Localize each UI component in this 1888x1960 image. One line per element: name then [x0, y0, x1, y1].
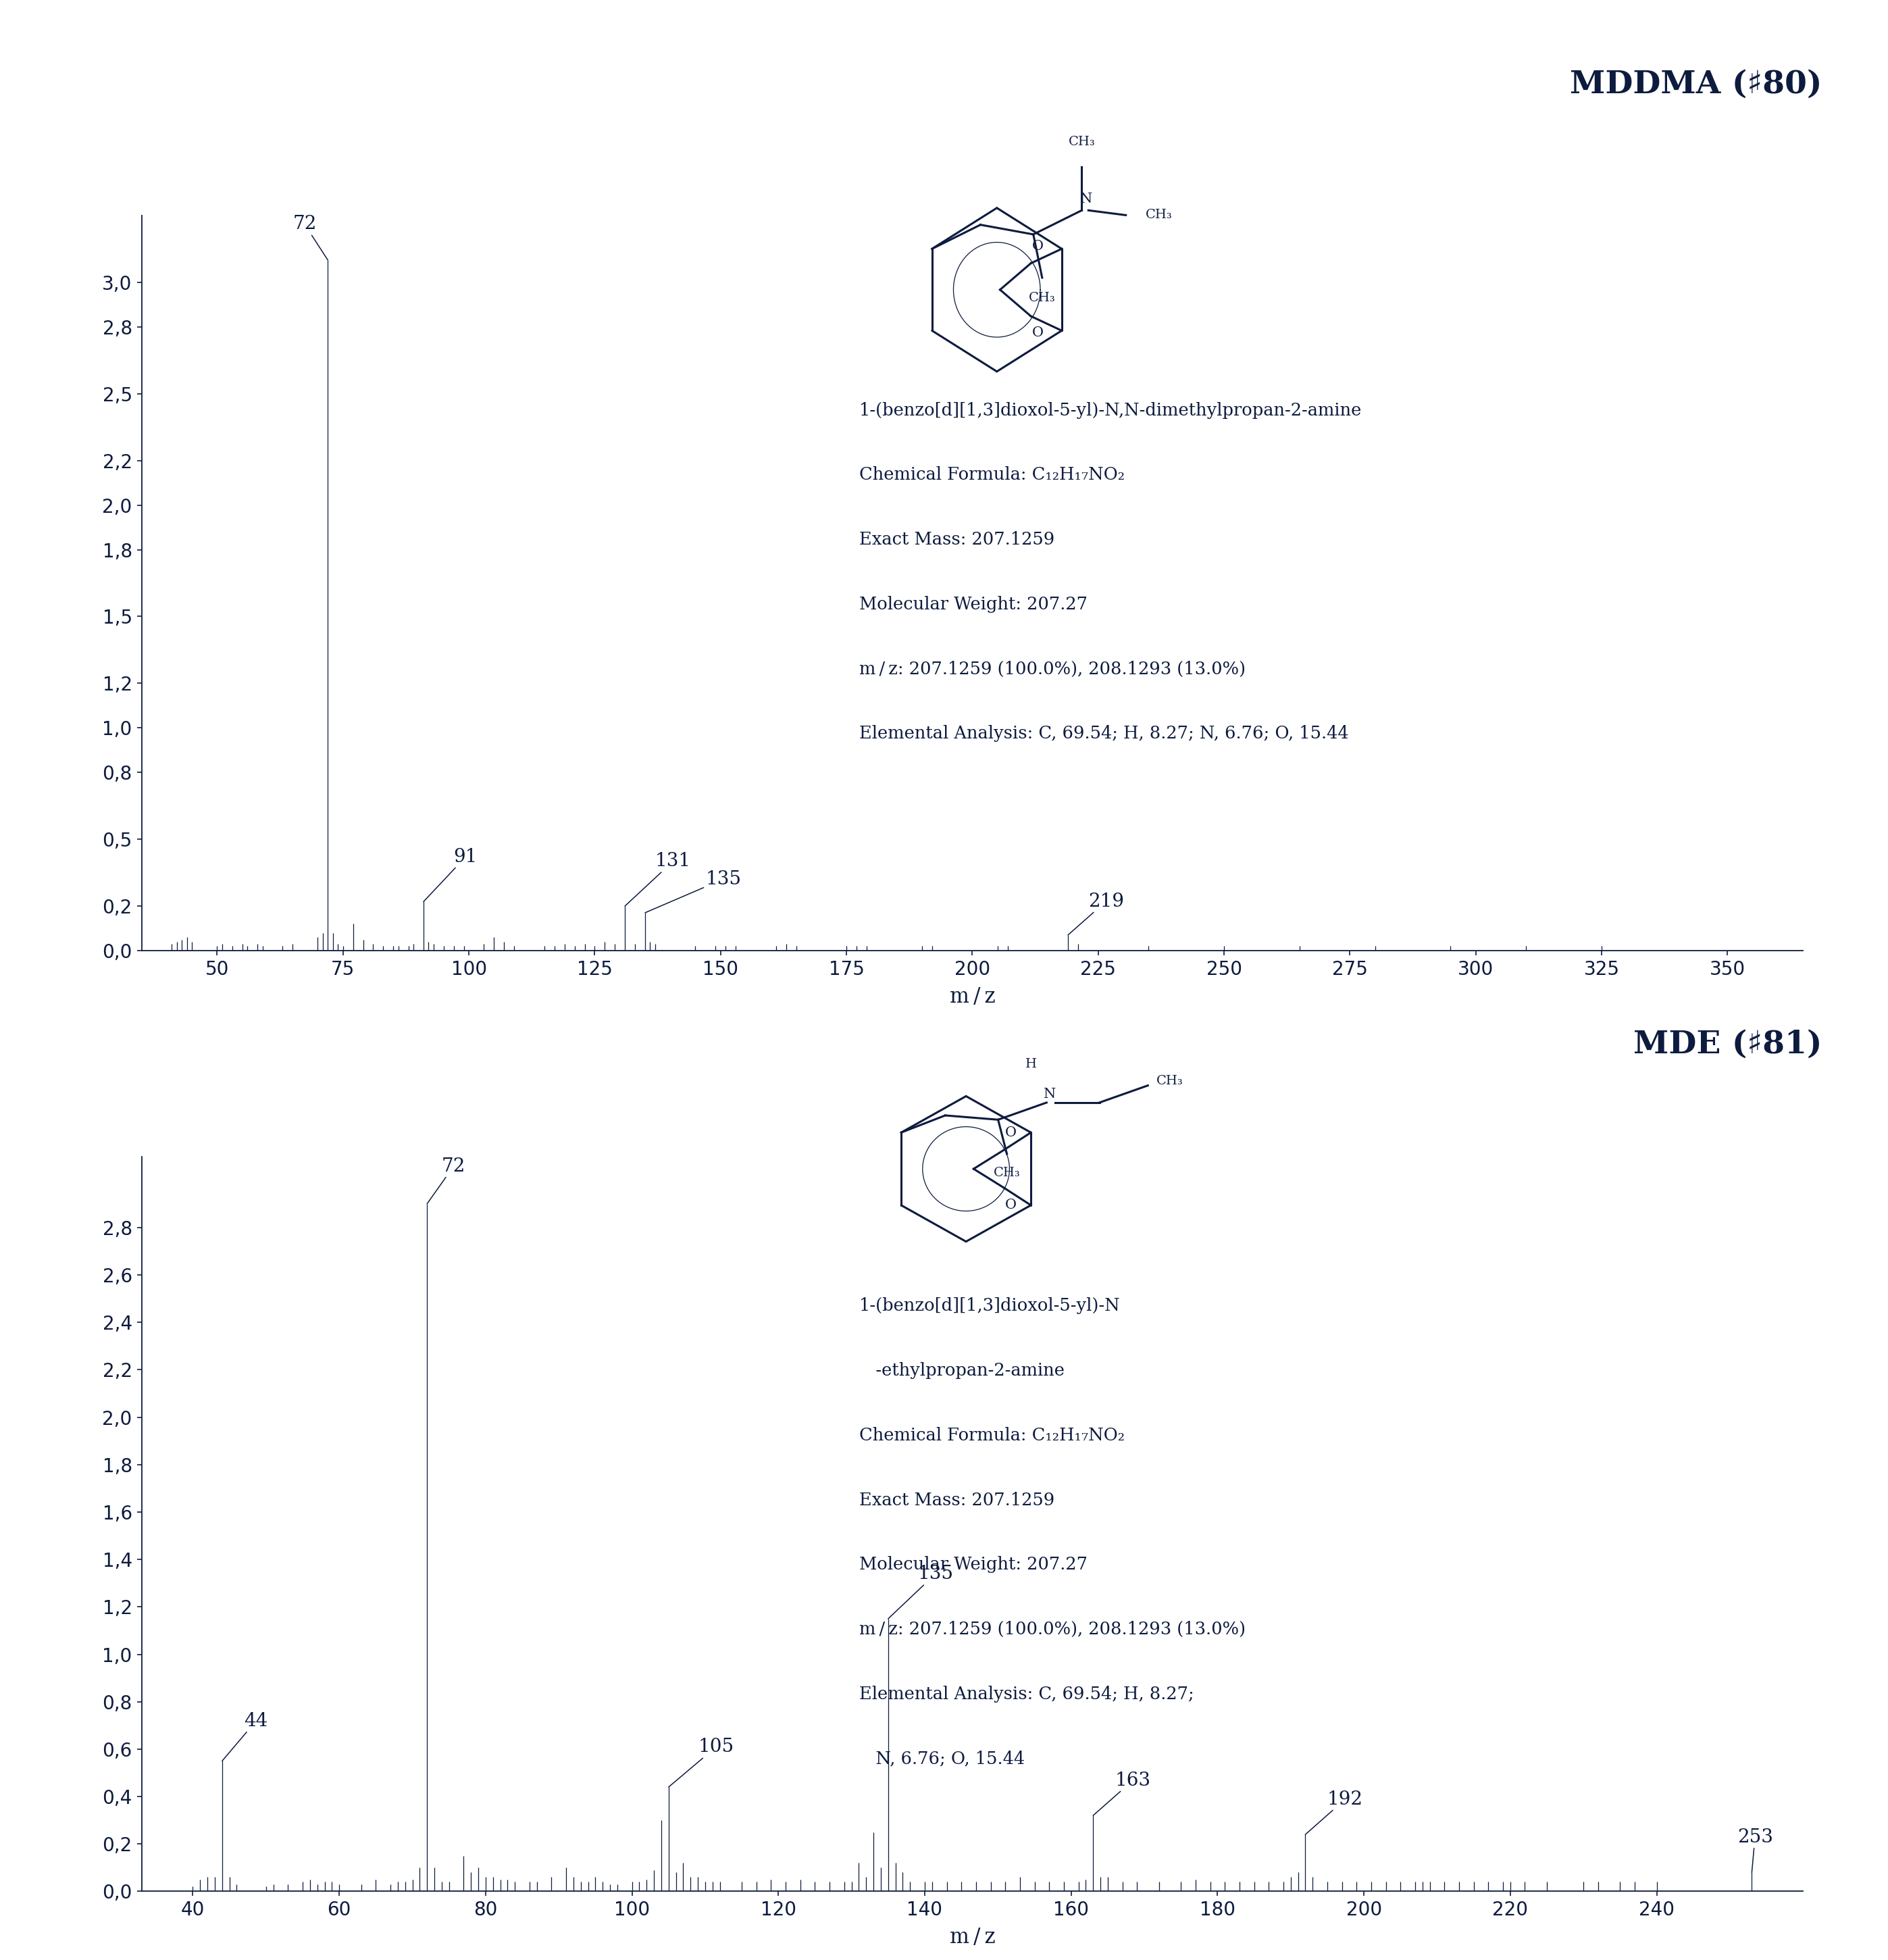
Text: 72: 72 — [293, 216, 329, 261]
Text: CH₃: CH₃ — [1146, 210, 1172, 221]
Text: 135: 135 — [887, 1564, 953, 1619]
Text: 163: 163 — [1093, 1772, 1152, 1815]
Text: 44: 44 — [223, 1711, 268, 1760]
Text: O: O — [1031, 327, 1044, 339]
X-axis label: m / z: m / z — [950, 1927, 995, 1948]
Text: 192: 192 — [1305, 1789, 1363, 1835]
Text: Elemental Analysis: C, 69.54; H, 8.27; N, 6.76; O, 15.44: Elemental Analysis: C, 69.54; H, 8.27; N… — [859, 725, 1348, 743]
X-axis label: m / z: m / z — [950, 986, 995, 1007]
Text: N: N — [1080, 192, 1093, 206]
Text: O: O — [1004, 1200, 1018, 1211]
Text: Exact Mass: 207.1259: Exact Mass: 207.1259 — [859, 1492, 1054, 1509]
Text: m / z: 207.1259 (100.0%), 208.1293 (13.0%): m / z: 207.1259 (100.0%), 208.1293 (13.0… — [859, 661, 1246, 678]
Text: Molecular Weight: 207.27: Molecular Weight: 207.27 — [859, 596, 1087, 613]
Text: CH₃: CH₃ — [1157, 1076, 1184, 1088]
Text: 253: 253 — [1737, 1829, 1773, 1872]
Text: m / z: 207.1259 (100.0%), 208.1293 (13.0%): m / z: 207.1259 (100.0%), 208.1293 (13.0… — [859, 1621, 1246, 1639]
Text: O: O — [1031, 239, 1044, 253]
Text: CH₃: CH₃ — [1029, 292, 1055, 304]
Text: Chemical Formula: C₁₂H₁₇NO₂: Chemical Formula: C₁₂H₁₇NO₂ — [859, 1427, 1125, 1445]
Text: 219: 219 — [1069, 892, 1123, 935]
Text: 91: 91 — [423, 849, 478, 902]
Text: MDDMA (♯80): MDDMA (♯80) — [1569, 69, 1822, 100]
Text: N: N — [1044, 1088, 1055, 1100]
Text: 72: 72 — [427, 1156, 466, 1203]
Text: Chemical Formula: C₁₂H₁₇NO₂: Chemical Formula: C₁₂H₁₇NO₂ — [859, 466, 1125, 484]
Text: 1-(benzo[d][1,3]dioxol-5-yl)-N: 1-(benzo[d][1,3]dioxol-5-yl)-N — [859, 1298, 1120, 1315]
Text: Molecular Weight: 207.27: Molecular Weight: 207.27 — [859, 1556, 1087, 1574]
Text: Exact Mass: 207.1259: Exact Mass: 207.1259 — [859, 531, 1054, 549]
Text: 135: 135 — [646, 870, 742, 913]
Text: N, 6.76; O, 15.44: N, 6.76; O, 15.44 — [859, 1750, 1025, 1768]
Text: O: O — [1004, 1127, 1018, 1139]
Text: CH₃: CH₃ — [1069, 135, 1095, 147]
Text: Elemental Analysis: C, 69.54; H, 8.27;: Elemental Analysis: C, 69.54; H, 8.27; — [859, 1686, 1193, 1703]
Text: 1-(benzo[d][1,3]dioxol-5-yl)-N,N-dimethylpropan-2-amine: 1-(benzo[d][1,3]dioxol-5-yl)-N,N-dimethy… — [859, 402, 1361, 419]
Text: -ethylpropan-2-amine: -ethylpropan-2-amine — [859, 1362, 1065, 1380]
Text: 105: 105 — [668, 1739, 734, 1788]
Text: MDE (♯81): MDE (♯81) — [1633, 1029, 1822, 1060]
Text: 131: 131 — [625, 853, 691, 906]
Text: H: H — [1025, 1058, 1037, 1070]
Text: CH₃: CH₃ — [993, 1166, 1020, 1178]
